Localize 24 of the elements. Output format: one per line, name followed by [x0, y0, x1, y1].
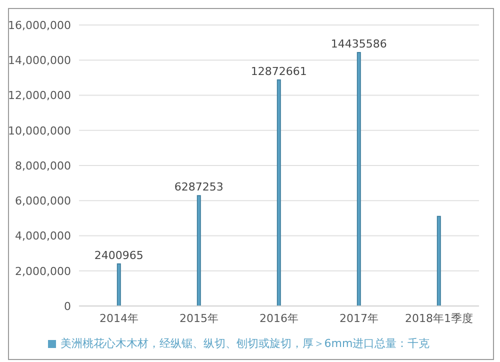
- y-tick-label: 6,000,000: [15, 194, 71, 208]
- data-label: 6287253: [174, 180, 224, 194]
- y-tick-label: 12,000,000: [8, 89, 71, 102]
- y-tick-label: 10,000,000: [8, 124, 71, 138]
- legend-label: 美洲桃花心木木材，经纵锯、纵切、刨切或旋切，厚＞6mm进口总量：千克: [60, 337, 430, 350]
- x-tick-label: 2018年1季度: [405, 312, 473, 325]
- y-tick-label: 2,000,000: [15, 264, 71, 278]
- bar: [116, 263, 121, 306]
- data-label: 14435586: [330, 37, 387, 50]
- data-label: 12872661: [250, 64, 307, 78]
- data-label: 2400965: [94, 248, 144, 262]
- x-tick-label: 2016年: [260, 312, 298, 325]
- y-tick-label: 8,000,000: [15, 159, 71, 172]
- x-tick-label: 2014年: [100, 312, 138, 325]
- y-tick-label: 16,000,000: [8, 18, 71, 32]
- bar: [356, 52, 361, 306]
- bar: [276, 79, 281, 306]
- y-tick-label: 14,000,000: [8, 54, 71, 68]
- x-tick-label: 2017年: [340, 312, 378, 325]
- y-tick-label: 0: [64, 300, 71, 313]
- y-tick-label: 4,000,000: [15, 230, 71, 243]
- bar: [196, 195, 201, 306]
- bar: [436, 216, 441, 306]
- x-tick-label: 2015年: [180, 312, 218, 325]
